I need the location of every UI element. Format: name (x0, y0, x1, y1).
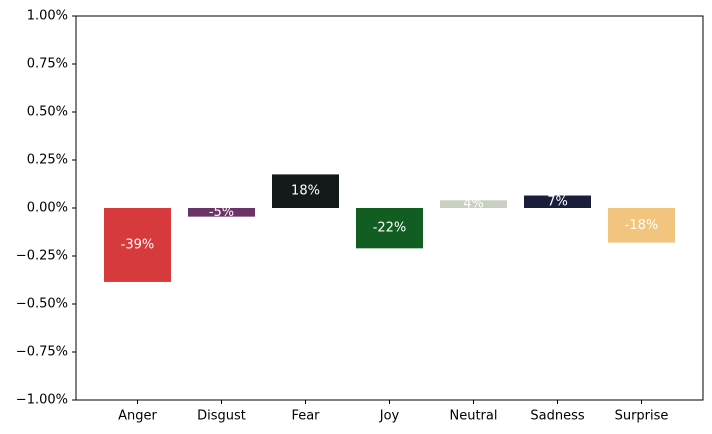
bars-layer (104, 174, 675, 282)
x-tick-label-disgust: Disgust (197, 409, 246, 424)
x-tick-label-anger: Anger (118, 409, 157, 424)
data-label-fear: 18% (291, 184, 320, 199)
bar-fear (272, 174, 339, 208)
y-tick-label: 0.00% (27, 201, 68, 216)
data-label-disgust: -5% (209, 205, 234, 220)
y-tick-label: −1.00% (16, 393, 68, 408)
data-label-joy: -22% (373, 221, 407, 236)
data-label-surprise: -18% (625, 218, 659, 233)
bar-sadness (524, 195, 591, 208)
x-tick-label-surprise: Surprise (615, 409, 669, 424)
data-labels-layer: -39% -5% 18% -22% 4% 7% -18% (121, 184, 659, 253)
data-label-neutral: 4% (463, 197, 484, 212)
bar-disgust (188, 208, 255, 217)
y-tick-label: −0.50% (16, 297, 68, 312)
y-tick-label: 0.75% (27, 57, 68, 72)
y-tick-label: −0.25% (16, 249, 68, 264)
y-tick-label: 1.00% (27, 9, 68, 24)
x-tick-label-fear: Fear (291, 409, 320, 424)
x-tick-label-joy: Joy (379, 409, 400, 424)
y-tick-label: 0.50% (27, 105, 68, 120)
bar-joy (356, 208, 423, 249)
y-tick-label: −0.75% (16, 345, 68, 360)
bar-anger (104, 208, 171, 282)
data-label-sadness: 7% (547, 194, 568, 209)
axes-layer: −1.00% −0.75% −0.50% −0.25% 0.00% 0.25% 0.50% 0… (16, 9, 704, 424)
bar-surprise (608, 208, 675, 243)
bar-neutral (440, 200, 507, 208)
data-label-anger: -39% (121, 237, 155, 252)
x-tick-label-sadness: Sadness (530, 409, 584, 424)
y-tick-label: 0.25% (27, 153, 68, 168)
x-tick-label-neutral: Neutral (450, 409, 498, 424)
